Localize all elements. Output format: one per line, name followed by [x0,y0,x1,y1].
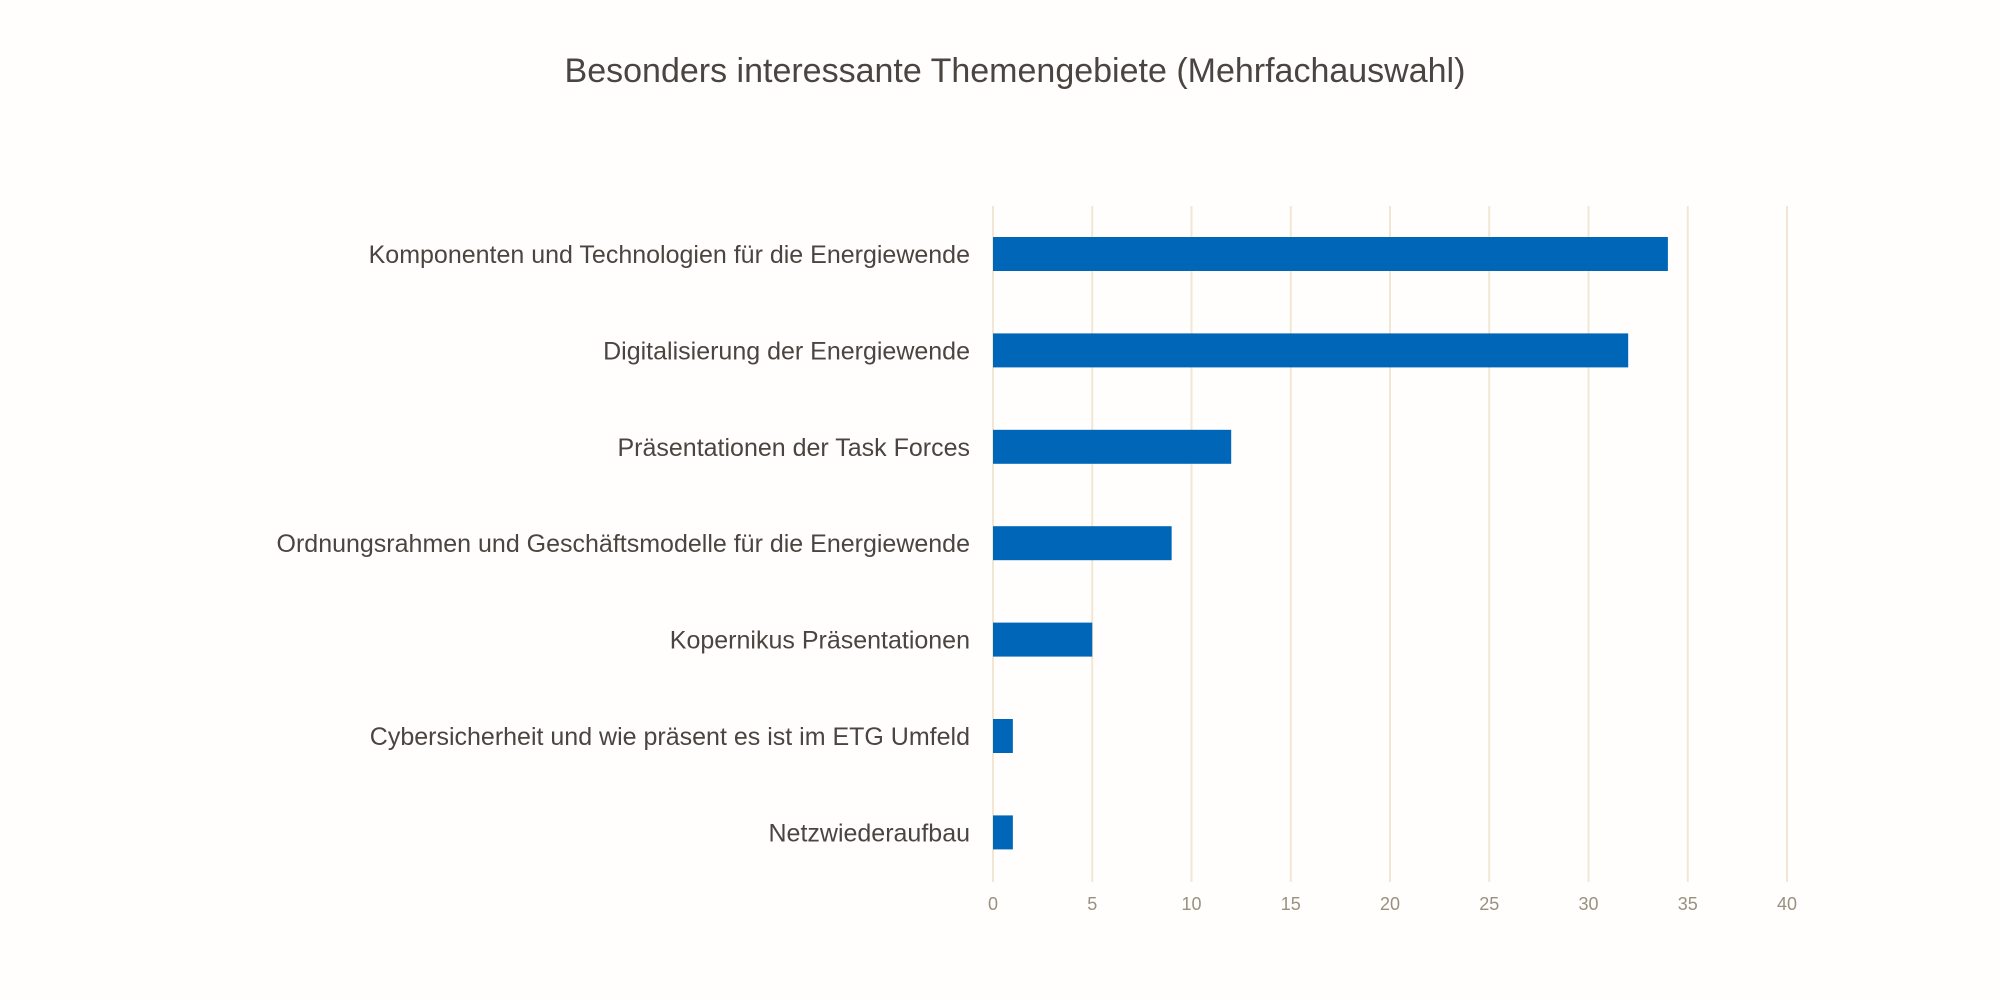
bar [993,815,1013,850]
bar [993,719,1013,753]
chart-title: Besonders interessante Themengebiete (Me… [565,52,1466,90]
bar [993,526,1172,561]
category-label: Präsentationen der Task Forces [617,434,970,462]
x-tick-label: 25 [1479,894,1499,914]
category-label: Netzwiederaufbau [768,819,970,847]
x-tick-label: 40 [1777,894,1797,914]
bar [993,237,1668,271]
x-tick-label: 30 [1578,894,1598,914]
x-tick-label: 10 [1181,894,1201,914]
category-label: Ordnungsrahmen und Geschäftsmodelle für … [277,530,970,558]
category-label: Komponenten und Technologien für die Ene… [369,241,970,269]
bars [993,237,1668,850]
category-label: Kopernikus Präsentationen [670,627,970,655]
x-tick-label: 15 [1281,894,1301,914]
x-tick-label: 0 [988,894,998,914]
bar [993,333,1629,368]
category-label: Cybersicherheit und wie präsent es ist i… [370,723,970,751]
grid-lines [992,206,1788,882]
bar [993,429,1232,464]
x-tick-label: 35 [1678,894,1698,914]
category-labels: Komponenten und Technologien für die Ene… [277,241,970,847]
bar [993,622,1093,657]
x-tick-label: 20 [1380,894,1400,914]
x-tick-label: 5 [1087,894,1097,914]
category-label: Digitalisierung der Energiewende [603,337,970,365]
x-axis-ticks: 0 5 10 15 20 25 30 35 40 [988,894,1797,914]
